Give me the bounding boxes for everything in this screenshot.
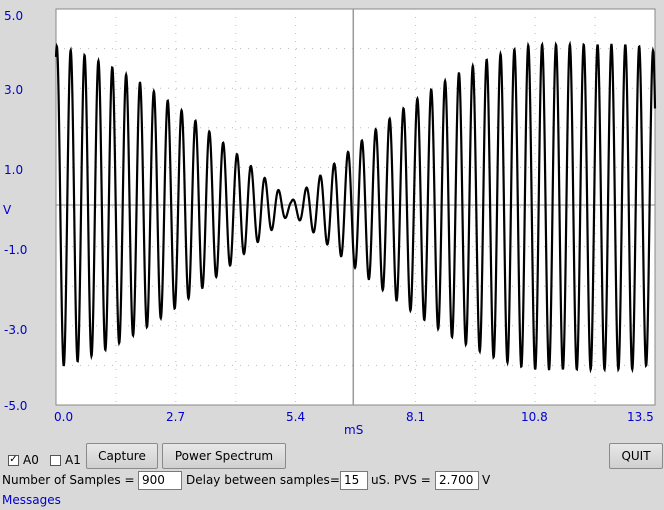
x-tick-label: 5.4 <box>286 410 305 424</box>
a1-check-icon[interactable] <box>50 454 61 466</box>
a0-check-icon[interactable]: ✓ <box>8 454 19 466</box>
x-tick-label: 10.8 <box>521 410 548 424</box>
messages-label: Messages <box>2 493 61 507</box>
oscilloscope-plot: 5.0 3.0 1.0 -1.0 -3.0 -5.0 V 0.0 2.7 5.4… <box>3 8 657 437</box>
a1-label: A1 <box>65 453 81 467</box>
samples-input[interactable]: 900 <box>138 471 182 490</box>
y-axis-label: V <box>3 203 12 217</box>
y-tick-label: 5.0 <box>4 9 23 23</box>
y-tick-label: 1.0 <box>4 163 23 177</box>
x-tick-label: 8.1 <box>406 410 425 424</box>
x-tick-label: 13.5 <box>627 410 654 424</box>
pvs-input[interactable]: 2.700 <box>435 471 479 490</box>
pvs-label: uS. PVS = <box>371 473 431 487</box>
x-tick-label: 0.0 <box>54 410 73 424</box>
a1-checkbox[interactable]: A1 <box>50 453 81 467</box>
delay-input[interactable]: 15 <box>340 471 368 490</box>
x-axis-label: mS <box>344 423 363 437</box>
v-unit-label: V <box>482 473 491 487</box>
y-tick-label: -5.0 <box>4 399 27 413</box>
x-tick-label: 2.7 <box>166 410 185 424</box>
capture-button[interactable]: Capture <box>86 443 158 469</box>
y-tick-label: -1.0 <box>4 243 27 257</box>
control-bar: ✓ A0 A1 Capture Power Spectrum QUIT <box>0 441 664 471</box>
power-spectrum-button[interactable]: Power Spectrum <box>162 443 286 469</box>
samples-label: Number of Samples = <box>2 473 135 487</box>
a0-checkbox[interactable]: ✓ A0 <box>8 453 39 467</box>
quit-button[interactable]: QUIT <box>609 443 663 469</box>
waveform-trace <box>54 40 657 374</box>
settings-row: Number of Samples = 900 Delay between sa… <box>0 471 664 491</box>
y-tick-label: 3.0 <box>4 83 23 97</box>
y-tick-label: -3.0 <box>4 323 27 337</box>
delay-label: Delay between samples= <box>186 473 340 487</box>
a0-label: A0 <box>23 453 39 467</box>
